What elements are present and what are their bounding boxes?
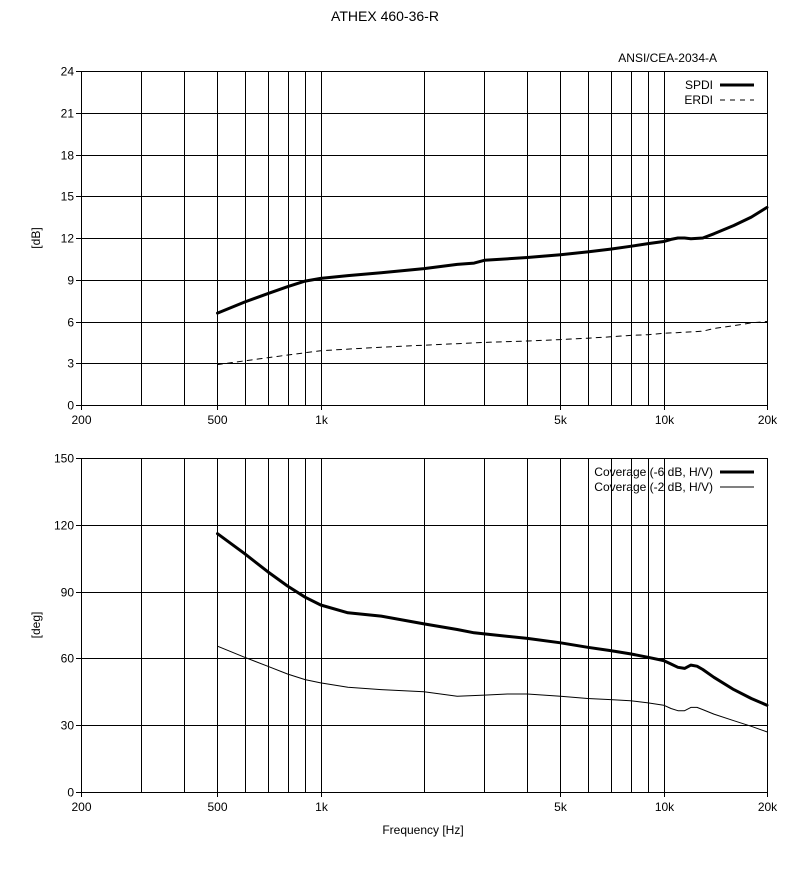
spl-y-tick-label: 12 xyxy=(61,232,75,246)
coverage-y-tick-label: 150 xyxy=(54,452,74,466)
spl-y-tick-label: 9 xyxy=(67,274,74,288)
spl-legend-label: ERDI xyxy=(684,93,713,107)
coverage-panel: 0 30 60 90 120 150 200 500 1k 5k 10k 20k [deg] Freque… xyxy=(29,452,778,838)
coverage-y-tick-label: 60 xyxy=(61,652,75,666)
spl-plot-frame xyxy=(81,71,768,406)
spl-y-tick-label: 0 xyxy=(67,399,74,413)
spl-legend-label: SPDI xyxy=(685,78,713,92)
coverage-y-tick-label: 30 xyxy=(61,719,75,733)
coverage-x-tick-label: 20k xyxy=(758,800,778,814)
page-title: ATHEX 460-36-R xyxy=(331,8,439,24)
spl-series-line-1 xyxy=(217,321,768,366)
coverage-y-tick-label: 0 xyxy=(67,786,74,800)
spl-directivity-panel: 0 3 6 9 12 15 18 21 24 200 500 1k 5k 10k 20k [dB] ANSI/C… xyxy=(29,51,778,427)
coverage-plot-frame xyxy=(81,458,768,793)
spl-series-line-0 xyxy=(216,205,769,315)
spl-y-tick-label: 15 xyxy=(61,190,75,204)
coverage-y-axis-label: [deg] xyxy=(29,612,43,639)
spl-x-tick-label: 5k xyxy=(554,413,568,427)
spl-x-tick-label: 1k xyxy=(315,413,329,427)
coverage-x-tick-label: 10k xyxy=(655,800,675,814)
spl-y-tick-label: 21 xyxy=(61,107,75,121)
coverage-legend-label: Coverage (-6 dB, H/V) xyxy=(594,465,713,479)
coverage-series-line-1 xyxy=(217,645,768,733)
spl-standard-annotation: ANSI/CEA-2034-A xyxy=(618,51,717,65)
coverage-y-tick-label: 120 xyxy=(54,519,74,533)
coverage-y-tick-label: 90 xyxy=(61,586,75,600)
spl-y-tick-label: 6 xyxy=(67,316,74,330)
coverage-x-tick-label: 200 xyxy=(71,800,91,814)
coverage-x-tick-label: 5k xyxy=(554,800,568,814)
spl-y-tick-label: 18 xyxy=(61,149,75,163)
spl-y-tick-label: 3 xyxy=(67,357,74,371)
spl-x-tick-label: 500 xyxy=(207,413,227,427)
coverage-series-line-0 xyxy=(216,532,769,707)
spl-y-tick-label: 24 xyxy=(61,65,75,79)
coverage-x-tick-label: 1k xyxy=(315,800,329,814)
coverage-legend-label: Coverage (-2 dB, H/V) xyxy=(594,480,713,494)
spl-x-tick-label: 20k xyxy=(758,413,778,427)
coverage-x-tick-label: 500 xyxy=(207,800,227,814)
spl-x-tick-label: 10k xyxy=(655,413,675,427)
spl-x-tick-label: 200 xyxy=(71,413,91,427)
coverage-x-axis-label: Frequency [Hz] xyxy=(382,823,463,837)
spl-y-axis-label: [dB] xyxy=(29,227,43,248)
